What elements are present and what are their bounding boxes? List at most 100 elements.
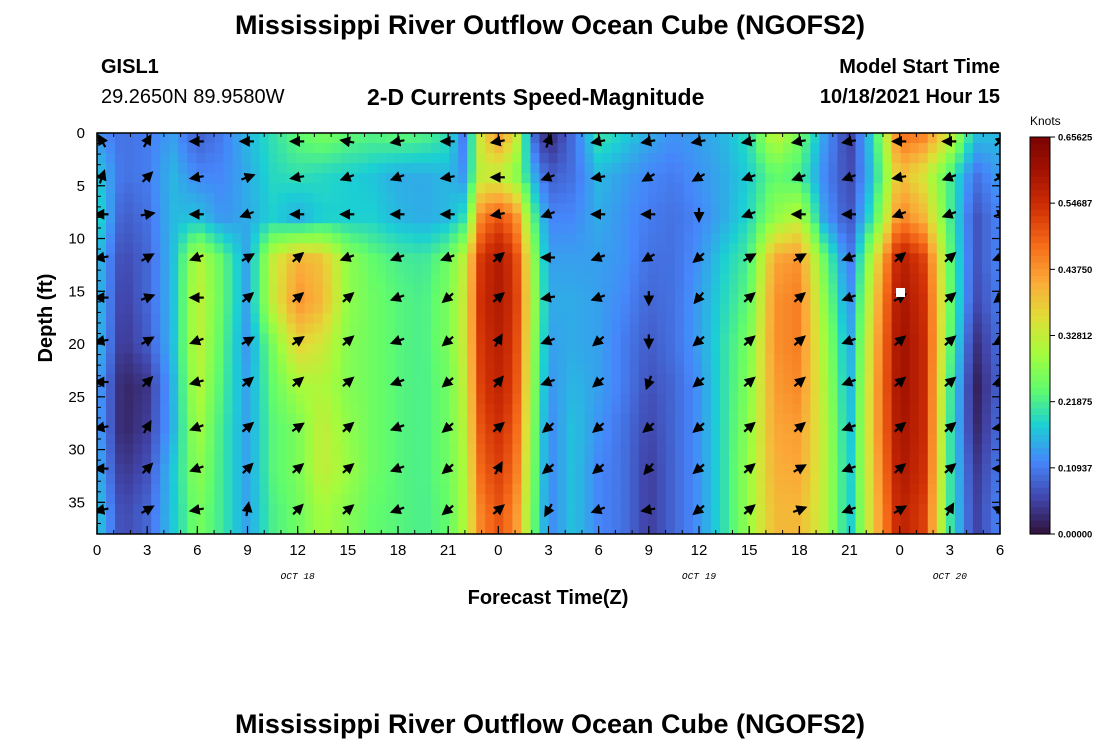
heatmap-cell bbox=[160, 313, 170, 325]
heatmap-cell bbox=[864, 483, 875, 495]
heatmap-cell bbox=[674, 453, 685, 465]
heatmap-cell bbox=[611, 293, 622, 305]
heatmap-cell bbox=[801, 493, 811, 505]
heatmap-cell bbox=[801, 513, 811, 525]
heatmap-cell bbox=[692, 273, 703, 284]
heatmap-cell bbox=[783, 333, 793, 345]
heatmap-cell bbox=[801, 413, 811, 425]
heatmap-cell bbox=[747, 153, 757, 164]
heatmap-cell bbox=[340, 343, 351, 355]
heatmap-cell bbox=[729, 233, 739, 244]
heatmap-cell bbox=[250, 153, 261, 164]
heatmap-cell bbox=[322, 193, 333, 204]
heatmap-cell bbox=[927, 183, 938, 194]
heatmap-cell bbox=[422, 443, 432, 455]
heatmap-cell bbox=[494, 403, 504, 415]
heatmap-cell bbox=[503, 303, 513, 315]
heatmap-cell bbox=[963, 443, 974, 455]
heatmap-cell bbox=[819, 153, 830, 164]
heatmap-cell bbox=[376, 433, 387, 445]
heatmap-cell bbox=[521, 453, 532, 465]
heatmap-cell bbox=[178, 143, 188, 154]
heatmap-cell bbox=[674, 223, 685, 234]
heatmap-cell bbox=[720, 463, 730, 475]
heatmap-cell bbox=[747, 313, 757, 325]
heatmap-cell bbox=[322, 363, 333, 375]
heatmap-cell bbox=[647, 273, 658, 284]
heatmap-cell bbox=[539, 483, 550, 495]
heatmap-cell bbox=[548, 173, 559, 184]
heatmap-cell bbox=[873, 183, 884, 194]
heatmap-cell bbox=[277, 293, 288, 305]
heatmap-cell bbox=[747, 163, 757, 174]
heatmap-cell bbox=[747, 443, 757, 455]
colorbar-segment bbox=[1030, 275, 1050, 284]
heatmap-cell bbox=[295, 403, 306, 415]
current-vector bbox=[692, 504, 705, 516]
heatmap-cell bbox=[927, 473, 938, 485]
heatmap-cell bbox=[349, 233, 360, 244]
heatmap-cell bbox=[909, 183, 920, 194]
heatmap-cell bbox=[106, 383, 116, 395]
heatmap-cell bbox=[819, 503, 830, 515]
heatmap-cell bbox=[756, 343, 766, 355]
heatmap-cell bbox=[151, 403, 161, 415]
heatmap-cell bbox=[891, 273, 902, 284]
heatmap-cell bbox=[548, 433, 559, 445]
heatmap-cell bbox=[945, 283, 956, 295]
heatmap-cell bbox=[340, 273, 351, 284]
heatmap-cell bbox=[783, 463, 793, 475]
date-label: OCT 20 bbox=[933, 571, 968, 582]
heatmap-cell bbox=[124, 273, 134, 284]
heatmap-cell bbox=[918, 173, 929, 184]
heatmap-cell bbox=[720, 143, 730, 154]
heatmap-cell bbox=[160, 203, 170, 214]
current-vector bbox=[140, 209, 156, 221]
heatmap-cell bbox=[530, 423, 541, 435]
heatmap-cell bbox=[729, 433, 739, 445]
heatmap-cell bbox=[756, 433, 766, 445]
heatmap-cell bbox=[196, 273, 206, 284]
heatmap-cell bbox=[692, 403, 703, 415]
heatmap-cell bbox=[882, 333, 893, 345]
heatmap-cell bbox=[178, 153, 188, 164]
heatmap-cell bbox=[584, 133, 595, 144]
heatmap-cell bbox=[864, 473, 875, 485]
heatmap-cell bbox=[503, 443, 513, 455]
heatmap-cell bbox=[828, 453, 839, 465]
heatmap-cell bbox=[656, 193, 667, 204]
heatmap-cell bbox=[729, 453, 739, 465]
heatmap-cell bbox=[629, 513, 640, 525]
heatmap-cell bbox=[142, 243, 152, 254]
heatmap-cell bbox=[864, 413, 875, 425]
heatmap-cell bbox=[756, 323, 766, 335]
heatmap-cell bbox=[593, 323, 604, 335]
heatmap-cell bbox=[729, 503, 739, 515]
heatmap-cell bbox=[124, 233, 134, 244]
heatmap-cell bbox=[900, 473, 911, 485]
current-vector bbox=[592, 376, 605, 388]
heatmap-cell bbox=[548, 163, 559, 174]
heatmap-cell bbox=[142, 233, 152, 244]
heatmap-cell bbox=[611, 363, 622, 375]
heatmap-cell bbox=[575, 443, 586, 455]
heatmap-cell bbox=[169, 163, 179, 174]
heatmap-cell bbox=[855, 263, 866, 274]
heatmap-cell bbox=[747, 143, 757, 154]
heatmap-cell bbox=[936, 223, 947, 234]
heatmap-cell bbox=[891, 263, 902, 274]
current-vector bbox=[189, 421, 204, 432]
heatmap-cell bbox=[115, 253, 125, 264]
heatmap-cell bbox=[738, 193, 748, 204]
heatmap-cell bbox=[151, 303, 161, 315]
heatmap-cell bbox=[413, 303, 423, 315]
heatmap-cell bbox=[792, 163, 802, 174]
heatmap-cell bbox=[539, 473, 550, 485]
heatmap-cell bbox=[557, 223, 568, 234]
heatmap-cell bbox=[295, 483, 306, 495]
heatmap-cell bbox=[557, 243, 568, 254]
heatmap-cell bbox=[440, 233, 450, 244]
heatmap-cell bbox=[665, 253, 676, 264]
heatmap-cell bbox=[828, 263, 839, 274]
heatmap-cell bbox=[313, 483, 324, 495]
